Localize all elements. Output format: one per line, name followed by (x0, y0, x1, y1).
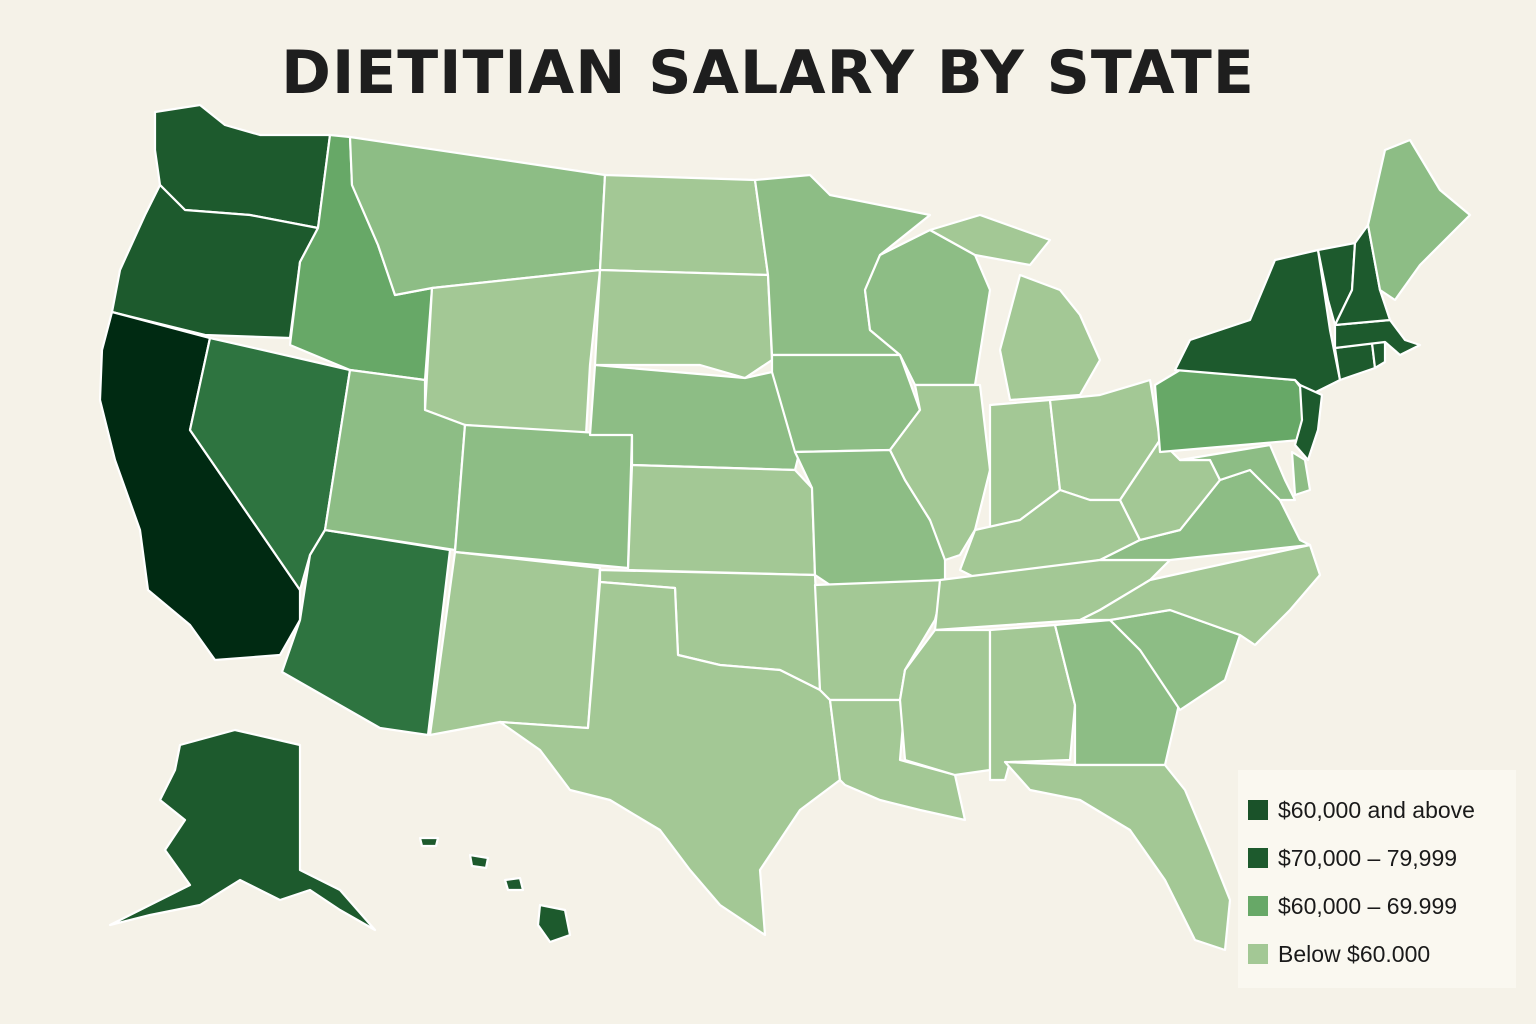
legend-item: Below $60.000 (1248, 930, 1516, 978)
map-title: DIETITIAN SALARY BY STATE (281, 38, 1255, 108)
state-north-dakota[interactable]: North Dakota (598, 173, 770, 277)
legend-swatch (1248, 896, 1268, 916)
state-iowa[interactable]: Iowa (770, 353, 922, 454)
state-alaska[interactable]: Alaska (108, 728, 377, 932)
state-new-mexico[interactable]: New Mexico (428, 550, 602, 737)
legend-label: $60,000 – 69.999 (1278, 892, 1458, 919)
legend-label: Below $60.000 (1278, 940, 1431, 967)
state-illinois[interactable]: Illinois (888, 383, 992, 562)
state-montana[interactable]: Montana (348, 135, 607, 297)
state-maryland[interactable]: Maryland (1178, 443, 1297, 502)
state-rhode-island[interactable]: Rhode Island (1370, 340, 1387, 370)
state-colorado[interactable]: Colorado (453, 423, 634, 570)
state-south-dakota[interactable]: South Dakota (593, 268, 774, 380)
legend-label: $60,000 and above (1278, 796, 1475, 823)
state-florida[interactable]: Florida (1003, 760, 1232, 952)
legend-swatch (1248, 800, 1268, 820)
state-connecticut[interactable]: Connecticut (1333, 341, 1377, 382)
legend-swatch (1248, 944, 1268, 964)
state-kansas[interactable]: Kansas (626, 463, 817, 577)
legend-swatch (1248, 848, 1268, 868)
state-pennsylvania[interactable]: Pennsylvania (1153, 368, 1312, 454)
state-hawaii[interactable]: Hawaii (418, 836, 572, 944)
state-shapes: Washington Oregon California Nevada Ariz… (98, 103, 1472, 952)
state-new-jersey[interactable]: New Jersey (1293, 383, 1324, 462)
legend-item: $60,000 – 69.999 (1248, 882, 1516, 930)
state-texas[interactable]: Texas (498, 580, 842, 937)
state-arizona[interactable]: Arizona (280, 528, 452, 737)
legend-item: $70,000 – 79,999 (1248, 834, 1516, 882)
state-north-carolina[interactable]: North Carolina (1078, 543, 1322, 647)
state-delaware[interactable]: Delaware (1290, 450, 1312, 497)
state-maine[interactable]: Maine (1366, 138, 1472, 302)
state-massachusetts[interactable]: Massachusetts (1333, 318, 1422, 357)
legend-item: $60,000 and above (1248, 786, 1516, 834)
legend-label: $70,000 – 79,999 (1278, 844, 1458, 871)
state-michigan[interactable]: Michigan (928, 213, 1102, 402)
state-wyoming[interactable]: Wyoming (423, 268, 602, 437)
legend: $60,000 and above $70,000 – 79,999 $60,0… (1238, 770, 1516, 988)
